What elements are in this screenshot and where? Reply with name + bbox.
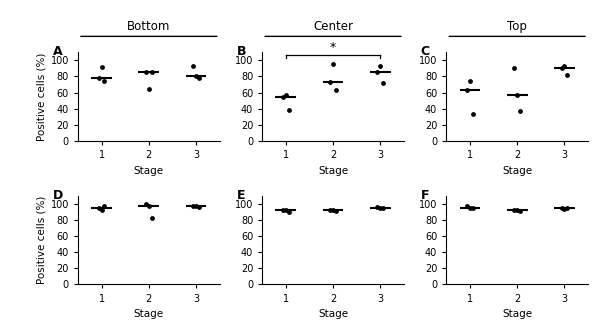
- Text: Bottom: Bottom: [127, 20, 170, 33]
- Point: [515, 209, 525, 214]
- Text: D: D: [53, 189, 63, 202]
- Point: [141, 70, 151, 75]
- Point: [328, 207, 338, 212]
- Text: E: E: [236, 189, 245, 202]
- Point: [373, 70, 382, 75]
- Point: [465, 78, 475, 83]
- Point: [515, 109, 525, 114]
- Point: [147, 70, 157, 75]
- Point: [144, 86, 154, 91]
- Text: Top: Top: [507, 20, 527, 33]
- X-axis label: Stage: Stage: [318, 309, 348, 319]
- Point: [378, 205, 388, 211]
- Text: Center: Center: [313, 20, 353, 33]
- Point: [468, 112, 478, 117]
- Point: [144, 203, 154, 208]
- Text: *: *: [330, 41, 336, 54]
- Point: [94, 205, 104, 211]
- X-axis label: Stage: Stage: [134, 165, 164, 176]
- Text: C: C: [421, 45, 430, 58]
- X-axis label: Stage: Stage: [502, 309, 532, 319]
- Point: [557, 66, 566, 71]
- Point: [560, 63, 569, 69]
- Y-axis label: Positive cells (%): Positive cells (%): [37, 196, 46, 284]
- Point: [278, 94, 288, 99]
- Point: [284, 108, 293, 113]
- Point: [509, 207, 519, 212]
- Text: F: F: [421, 189, 430, 202]
- Point: [188, 63, 198, 69]
- X-axis label: Stage: Stage: [502, 165, 532, 176]
- Point: [560, 206, 569, 211]
- Point: [97, 64, 106, 69]
- Point: [331, 88, 341, 93]
- Point: [512, 93, 522, 98]
- Point: [141, 201, 151, 207]
- Point: [100, 78, 109, 83]
- Point: [376, 63, 385, 69]
- Point: [562, 72, 572, 77]
- Point: [463, 88, 472, 93]
- Point: [278, 208, 288, 213]
- Point: [562, 205, 572, 211]
- Point: [100, 204, 109, 209]
- Point: [194, 204, 203, 210]
- Point: [325, 208, 335, 213]
- Point: [463, 204, 472, 209]
- Point: [509, 66, 519, 71]
- Point: [465, 205, 475, 211]
- X-axis label: Stage: Stage: [318, 165, 348, 176]
- Point: [97, 207, 106, 212]
- Point: [284, 209, 293, 215]
- Point: [468, 205, 478, 211]
- Point: [331, 209, 341, 214]
- Point: [557, 205, 566, 211]
- Y-axis label: Positive cells (%): Positive cells (%): [37, 52, 46, 141]
- Point: [328, 62, 338, 67]
- X-axis label: Stage: Stage: [134, 309, 164, 319]
- Point: [373, 204, 382, 210]
- Point: [376, 205, 385, 211]
- Text: B: B: [236, 45, 246, 58]
- Point: [191, 203, 201, 208]
- Point: [281, 207, 290, 212]
- Point: [191, 74, 201, 79]
- Text: A: A: [53, 45, 62, 58]
- Point: [281, 93, 290, 98]
- Point: [188, 204, 198, 209]
- Point: [378, 80, 388, 86]
- Point: [194, 76, 203, 81]
- Point: [325, 79, 335, 85]
- Point: [512, 208, 522, 213]
- Point: [94, 76, 104, 81]
- Point: [147, 216, 157, 221]
